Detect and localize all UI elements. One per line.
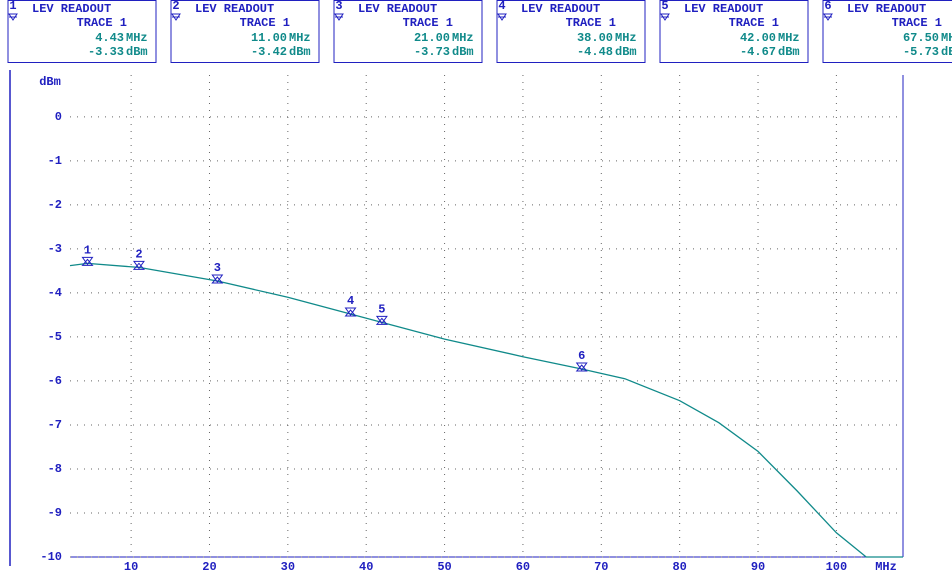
x-tick-label: 90 bbox=[751, 560, 765, 574]
readout-marker-icon bbox=[497, 13, 507, 21]
x-tick-label: 20 bbox=[202, 560, 216, 574]
readout-title: LEV READOUT bbox=[358, 2, 437, 16]
marker bbox=[211, 274, 224, 284]
y-tick-label: -9 bbox=[48, 506, 62, 520]
x-tick-label: 70 bbox=[594, 560, 608, 574]
x-tick-label: 30 bbox=[281, 560, 295, 574]
readout-level-unit: dBm bbox=[289, 45, 311, 59]
readout-marker-icon bbox=[334, 13, 344, 21]
readout-trace: TRACE 1 bbox=[892, 16, 942, 30]
readout-freq: 11.00 bbox=[251, 31, 287, 45]
readout-frame bbox=[7, 0, 157, 63]
readout-marker-icon bbox=[171, 13, 181, 21]
x-tick-label: 80 bbox=[672, 560, 686, 574]
readout-level: -3.42 bbox=[251, 45, 287, 59]
readout-freq: 21.00 bbox=[414, 31, 450, 45]
y-tick-label: -7 bbox=[48, 418, 62, 432]
readout-index: 4 bbox=[498, 0, 505, 13]
marker-label: 1 bbox=[84, 244, 91, 258]
readout-trace: TRACE 1 bbox=[566, 16, 616, 30]
readout-title: LEV READOUT bbox=[521, 2, 600, 16]
x-tick-label: 40 bbox=[359, 560, 373, 574]
x-tick-label: 100 bbox=[826, 560, 848, 574]
readout-index: 2 bbox=[172, 0, 179, 13]
readout-title: LEV READOUT bbox=[847, 2, 926, 16]
readout-marker-icon bbox=[823, 13, 833, 21]
y-tick-label: -5 bbox=[48, 330, 62, 344]
readout-freq-unit: MHz bbox=[452, 31, 474, 45]
marker bbox=[132, 260, 146, 270]
readout-trace: TRACE 1 bbox=[729, 16, 779, 30]
readout-freq: 38.00 bbox=[577, 31, 613, 45]
readout-level: -5.73 bbox=[903, 45, 939, 59]
x-tick-label: 60 bbox=[516, 560, 530, 574]
readout-title: LEV READOUT bbox=[195, 2, 274, 16]
marker bbox=[575, 362, 588, 372]
readout-level: -3.33 bbox=[88, 45, 124, 59]
marker bbox=[81, 256, 94, 266]
readout-level-unit: dBm bbox=[452, 45, 474, 59]
y-tick-label: 0 bbox=[55, 110, 62, 124]
readout-level-unit: dBm bbox=[941, 45, 952, 59]
marker-label: 6 bbox=[578, 349, 585, 363]
readout-freq: 42.00 bbox=[740, 31, 776, 45]
readout-trace: TRACE 1 bbox=[240, 16, 290, 30]
readout-freq-unit: MHz bbox=[941, 31, 952, 45]
y-tick-label: -1 bbox=[48, 154, 62, 168]
readout-freq: 67.50 bbox=[903, 31, 939, 45]
readout-index: 6 bbox=[824, 0, 831, 13]
y-tick-label: -10 bbox=[40, 550, 62, 564]
y-tick-label: -6 bbox=[48, 374, 62, 388]
marker-label: 4 bbox=[347, 294, 354, 308]
readout-marker-icon bbox=[660, 13, 670, 21]
readout-level: -4.48 bbox=[577, 45, 613, 59]
marker-label: 3 bbox=[214, 261, 221, 275]
y-tick-label: -4 bbox=[48, 286, 62, 300]
readout-frame bbox=[659, 0, 809, 63]
marker bbox=[344, 307, 357, 317]
readout-level-unit: dBm bbox=[615, 45, 637, 59]
marker bbox=[375, 315, 388, 325]
trace-line bbox=[69, 262, 903, 558]
readout-level-unit: dBm bbox=[778, 45, 800, 59]
readout-frame bbox=[822, 0, 952, 63]
readout-freq-unit: MHz bbox=[778, 31, 800, 45]
readout-index: 1 bbox=[9, 0, 16, 13]
x-axis-label: MHz bbox=[875, 560, 897, 574]
readout-title: LEV READOUT bbox=[684, 2, 763, 16]
readout-level-unit: dBm bbox=[126, 45, 148, 59]
readout-trace: TRACE 1 bbox=[403, 16, 453, 30]
readout-index: 3 bbox=[335, 0, 342, 13]
readout-marker-icon bbox=[8, 13, 18, 21]
y-tick-label: -3 bbox=[48, 242, 62, 256]
marker-label: 2 bbox=[135, 248, 142, 262]
readout-frame bbox=[170, 0, 320, 63]
y-axis-label: dBm bbox=[39, 75, 61, 89]
readout-freq-unit: MHz bbox=[289, 31, 311, 45]
x-tick-label: 10 bbox=[124, 560, 138, 574]
readout-level: -3.73 bbox=[414, 45, 450, 59]
readout-frame bbox=[333, 0, 483, 63]
readout-freq-unit: MHz bbox=[126, 31, 148, 45]
readout-index: 5 bbox=[661, 0, 668, 13]
readout-level: -4.67 bbox=[740, 45, 776, 59]
readout-title: LEV READOUT bbox=[32, 2, 111, 16]
y-tick-label: -8 bbox=[48, 462, 62, 476]
readout-trace: TRACE 1 bbox=[77, 16, 127, 30]
marker-label: 5 bbox=[378, 303, 385, 317]
readout-freq-unit: MHz bbox=[615, 31, 637, 45]
readout-freq: 4.43 bbox=[95, 31, 124, 45]
x-tick-label: 50 bbox=[437, 560, 451, 574]
y-tick-label: -2 bbox=[48, 198, 62, 212]
readout-frame bbox=[496, 0, 646, 63]
